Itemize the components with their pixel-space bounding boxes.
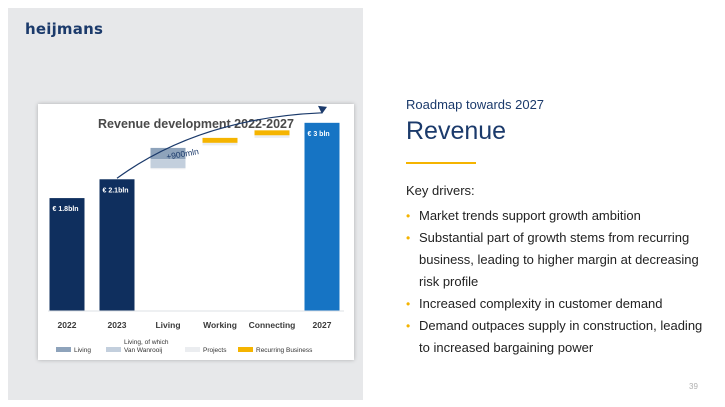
bullet-icon: • <box>406 297 411 311</box>
legend-swatch-living <box>56 347 71 352</box>
x-tick-label: Living <box>155 320 180 330</box>
driver-item: • Substantial part of growth stems from r… <box>406 227 711 293</box>
driver-text: Market trends support growth ambition <box>419 208 641 223</box>
key-drivers-heading: Key drivers: <box>406 183 475 198</box>
total-bar <box>99 179 135 311</box>
increment-segment <box>202 142 238 146</box>
driver-text: Substantial part of growth stems from re… <box>419 230 699 289</box>
revenue-chart: Revenue development 2022-2027 € 1.8bln € 2… <box>38 104 354 360</box>
legend-label-van-wanrooij-line2: Van Wanrooij <box>124 347 162 354</box>
slide-subtitle: Roadmap towards 2027 <box>406 97 545 112</box>
legend-label-recurring: Recurring Business <box>256 347 313 354</box>
increment-segment <box>202 137 238 143</box>
revenue-waterfall-chart: Revenue development 2022-2027 € 1.8bln € 2… <box>48 105 344 354</box>
x-tick-label: 2023 <box>108 320 127 330</box>
chart-title: Revenue development 2022-2027 <box>98 117 294 131</box>
x-tick-label: 2027 <box>313 320 332 330</box>
total-bar-label: € 3 bln <box>308 131 330 138</box>
legend-label-van-wanrooij-line1: Living, of which <box>124 339 169 346</box>
total-bar-label: € 1.8bln <box>53 206 79 213</box>
x-tick-label: Working <box>203 320 237 330</box>
x-tick-label: 2022 <box>58 320 77 330</box>
legend-swatch-van-wanrooij <box>106 347 121 352</box>
slide-title: Revenue <box>406 117 507 145</box>
increment-segment <box>254 130 290 136</box>
bullet-icon: • <box>406 209 411 223</box>
driver-text: Increased complexity in customer demand <box>419 296 663 311</box>
driver-item: • Demand outpaces supply in construction,… <box>406 315 711 359</box>
x-tick-label: Connecting <box>249 320 296 330</box>
driver-text: Demand outpaces supply in construction, … <box>419 318 703 355</box>
title-underline <box>406 162 476 164</box>
chart-panel: heijmans Revenue development 2022-2027 € … <box>8 8 363 400</box>
legend-label-projects: Projects <box>203 347 227 354</box>
heijmans-logo: heijmans <box>25 20 104 38</box>
total-bar-label: € 2.1bln <box>103 187 129 194</box>
key-drivers-list: • Market trends support growth ambition •… <box>406 205 711 359</box>
total-bar <box>49 198 85 311</box>
increment-segment <box>150 159 186 168</box>
growth-arrowhead <box>318 105 327 114</box>
legend-swatch-recurring <box>238 347 253 352</box>
increment-segment <box>254 135 290 138</box>
driver-item: • Increased complexity in customer demand <box>406 293 711 315</box>
bullet-icon: • <box>406 231 411 245</box>
bullet-icon: • <box>406 319 411 333</box>
growth-arrow <box>116 112 323 179</box>
legend-swatch-projects <box>185 347 200 352</box>
legend-label-living: Living <box>74 347 91 354</box>
page-number: 39 <box>689 382 698 391</box>
increment-segment <box>150 147 186 160</box>
driver-item: • Market trends support growth ambition <box>406 205 711 227</box>
total-bar <box>304 122 340 312</box>
increment-segment <box>150 167 186 170</box>
